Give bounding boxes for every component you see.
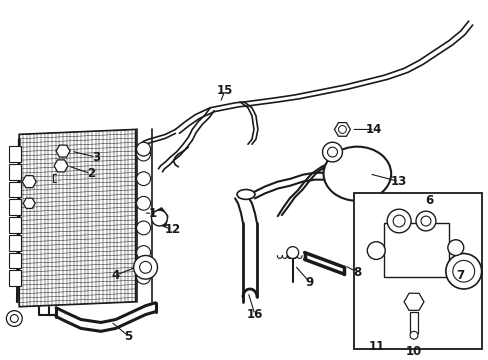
Circle shape	[136, 147, 150, 161]
Circle shape	[151, 210, 167, 226]
Text: 12: 12	[164, 224, 180, 237]
Circle shape	[133, 256, 157, 279]
Text: 1: 1	[148, 207, 156, 220]
Circle shape	[445, 253, 481, 289]
Circle shape	[338, 126, 346, 133]
Text: 3: 3	[92, 150, 100, 163]
Circle shape	[136, 246, 150, 260]
Text: 14: 14	[366, 123, 382, 136]
Text: 13: 13	[390, 175, 407, 188]
Text: 9: 9	[305, 276, 313, 289]
Text: 2: 2	[87, 167, 95, 180]
Text: 10: 10	[405, 345, 421, 357]
Bar	[9, 270, 21, 286]
Circle shape	[6, 311, 22, 327]
Bar	[9, 253, 21, 268]
Circle shape	[447, 240, 463, 256]
Circle shape	[415, 211, 435, 231]
Text: 15: 15	[217, 84, 233, 96]
Circle shape	[286, 247, 298, 258]
Circle shape	[386, 209, 410, 233]
Bar	[9, 235, 21, 251]
Bar	[354, 193, 481, 349]
Text: 16: 16	[246, 308, 263, 321]
Circle shape	[136, 197, 150, 210]
Ellipse shape	[323, 147, 390, 201]
Circle shape	[10, 315, 18, 323]
Text: 4: 4	[111, 269, 120, 282]
Bar	[9, 199, 21, 215]
Text: 11: 11	[368, 339, 385, 352]
Circle shape	[327, 147, 337, 157]
Bar	[9, 146, 21, 162]
Circle shape	[409, 331, 417, 339]
Circle shape	[136, 142, 150, 156]
Bar	[9, 217, 21, 233]
Bar	[384, 223, 448, 277]
Polygon shape	[19, 130, 135, 307]
Circle shape	[136, 221, 150, 235]
Circle shape	[139, 261, 151, 273]
Circle shape	[452, 260, 474, 282]
Circle shape	[322, 142, 342, 162]
Bar	[9, 182, 21, 197]
Text: 7: 7	[456, 269, 464, 282]
Bar	[9, 164, 21, 180]
Circle shape	[366, 242, 385, 260]
Text: 5: 5	[124, 330, 133, 343]
Circle shape	[420, 216, 430, 226]
Text: 8: 8	[352, 266, 361, 279]
Circle shape	[136, 270, 150, 284]
Circle shape	[392, 215, 404, 227]
Ellipse shape	[237, 189, 254, 199]
Text: 6: 6	[424, 194, 432, 207]
Bar	[409, 312, 417, 333]
Circle shape	[136, 172, 150, 185]
